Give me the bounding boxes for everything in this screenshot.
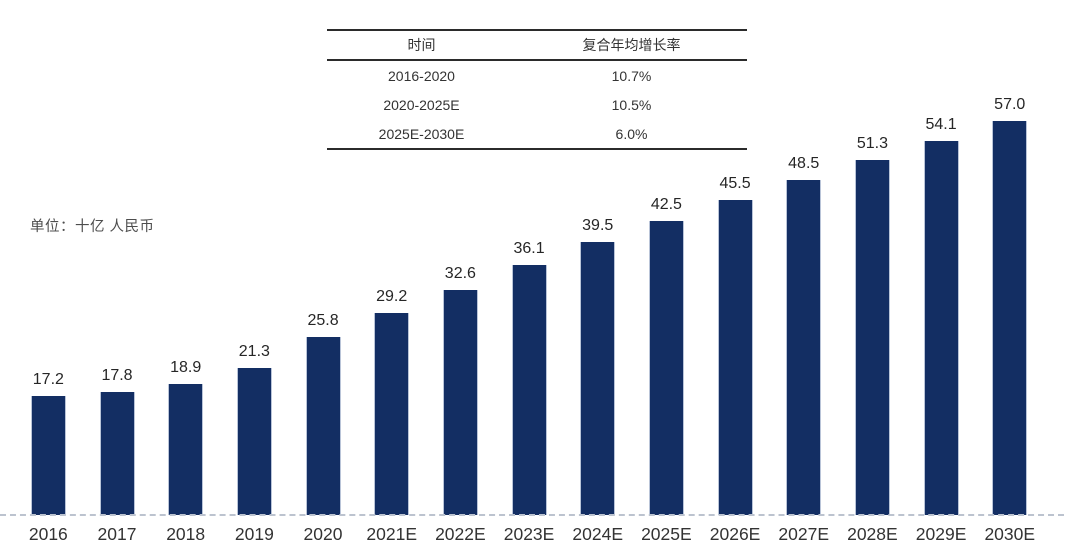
bar — [30, 396, 66, 515]
bar — [305, 337, 341, 515]
bar-value-label: 48.5 — [788, 155, 820, 172]
bar-value-label: 29.2 — [376, 288, 408, 305]
bar-group: 25.8 — [289, 312, 358, 515]
bar — [236, 368, 272, 515]
bar-group: 17.2 — [14, 371, 83, 515]
cagr-table-cell: 2020-2025E — [383, 96, 460, 113]
bar-value-label: 36.1 — [513, 240, 545, 257]
bar-group: 45.5 — [701, 175, 770, 515]
x-axis-label: 2027E — [778, 524, 830, 544]
x-axis-label: 2026E — [709, 524, 761, 544]
bar-group: 48.5 — [769, 155, 838, 515]
bar — [511, 265, 547, 515]
bar — [442, 290, 478, 515]
cagr-table-cell: 10.7% — [611, 67, 652, 84]
cagr-table-cell: 6.0% — [615, 125, 648, 142]
bar — [992, 121, 1028, 515]
bar-group: 18.9 — [151, 359, 220, 515]
bar — [374, 313, 410, 515]
cagr-table: 时间 复合年均增长率 2016-2020 10.7% 2020-2025E 10.5%… — [327, 29, 747, 150]
x-axis-label: 2022E — [435, 524, 486, 544]
x-axis-label: 2016 — [28, 524, 68, 544]
x-axis-label: 2017 — [97, 524, 137, 544]
x-axis-label: 2029E — [915, 524, 967, 544]
x-axis-label: 2025E — [641, 524, 692, 544]
cagr-table-cell: 2025E-2030E — [378, 125, 465, 142]
bar-value-label: 25.8 — [307, 312, 339, 329]
bar-value-label: 39.5 — [582, 217, 614, 234]
bar — [580, 242, 616, 515]
x-axis-label: 2020 — [303, 524, 343, 544]
x-axis-label: 2024E — [572, 524, 624, 544]
bar-value-label: 21.3 — [238, 343, 270, 360]
bar-value-label: 18.9 — [170, 359, 202, 376]
bar-group: 51.3 — [838, 135, 907, 515]
bar-group: 57.0 — [975, 96, 1044, 515]
bar — [786, 180, 822, 515]
bar-group: 32.6 — [426, 265, 495, 515]
cagr-table-header-row: 时间 复合年均增长率 — [327, 31, 747, 61]
bar — [923, 141, 959, 515]
x-axis-label: 2019 — [234, 524, 274, 544]
bar-value-label: 42.5 — [650, 196, 682, 213]
bar — [168, 384, 204, 515]
x-axis-label: 2028E — [847, 524, 898, 544]
bar-value-label: 32.6 — [444, 265, 476, 282]
bar-group: 36.1 — [495, 240, 564, 515]
cagr-table-header-time: 时间 — [407, 37, 436, 53]
bar-value-label: 17.8 — [101, 367, 133, 384]
x-axis-label: 2023E — [503, 524, 555, 544]
x-axis-label: 2021E — [366, 524, 417, 544]
bar-group: 29.2 — [357, 288, 426, 515]
bar-value-label: 54.1 — [925, 116, 957, 133]
x-axis-labels: 2016 2017 2018 2019 2020 2021E 2022E 2023E 2024E… — [14, 524, 1044, 545]
cagr-table-cell: 2016-2020 — [388, 67, 455, 84]
bar-group: 39.5 — [563, 217, 632, 515]
bar-group: 54.1 — [907, 116, 976, 515]
cagr-table-row: 2020-2025E 10.5% — [327, 90, 747, 119]
cagr-table-cell: 10.5% — [611, 96, 652, 113]
cagr-table-header-cagr: 复合年均增长率 — [582, 37, 681, 53]
bar — [854, 160, 890, 515]
x-axis-label: 2018 — [166, 524, 206, 544]
bars-row: 17.2 17.8 18.9 21.3 25.8 29.2 32.6 36.1 39.5 42.5… — [14, 96, 1044, 515]
cagr-table-row: 2016-2020 10.7% — [327, 61, 747, 90]
bar — [99, 392, 135, 515]
bar-value-label: 45.5 — [719, 175, 751, 192]
cagr-table-body: 2016-2020 10.7% 2020-2025E 10.5% 2025E-2030E… — [327, 61, 747, 148]
cagr-table-row: 2025E-2030E 6.0% — [327, 119, 747, 148]
x-axis-label: 2030E — [984, 524, 1036, 544]
bar-value-label: 51.3 — [856, 135, 888, 152]
bar-group: 42.5 — [632, 196, 701, 515]
bar — [717, 200, 753, 515]
x-axis-baseline — [0, 514, 1064, 516]
bar-value-label: 17.2 — [32, 371, 64, 388]
bar-group: 17.8 — [83, 367, 152, 515]
bar — [648, 221, 684, 515]
bar-group: 21.3 — [220, 343, 289, 515]
unit-label: 单位：十亿 人民币 — [30, 219, 155, 235]
bar-value-label: 57.0 — [994, 96, 1026, 113]
